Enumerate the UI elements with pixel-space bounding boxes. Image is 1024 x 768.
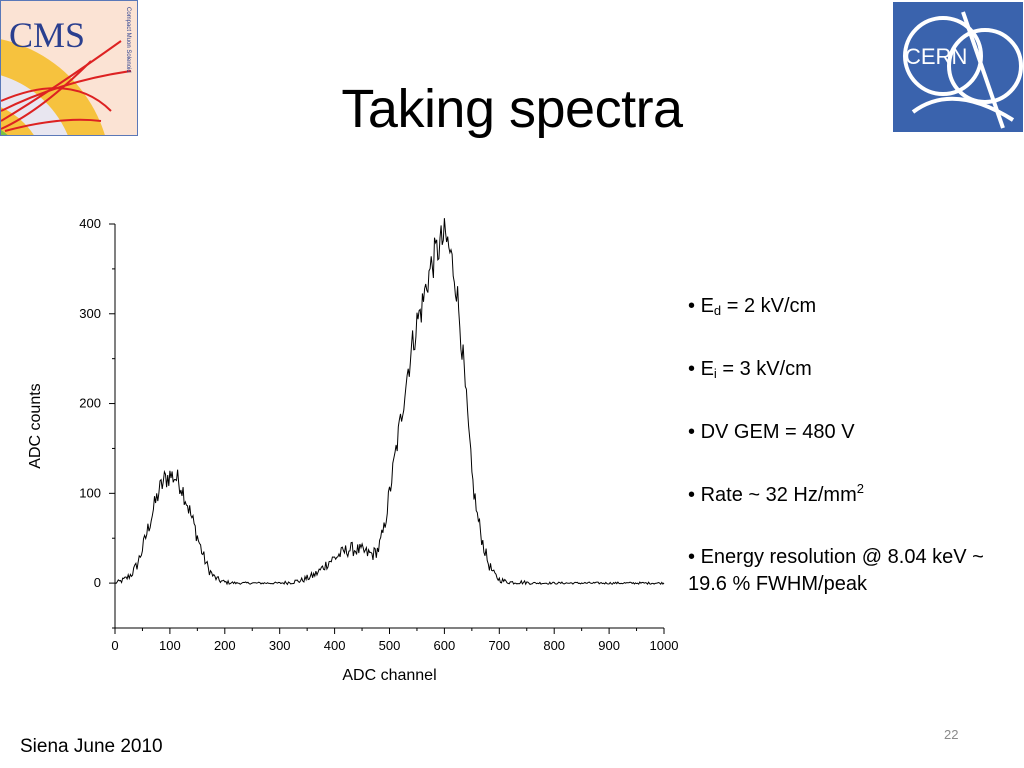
x-tick-label: 600 [434,638,456,653]
bullet-marker: • [688,484,696,506]
x-tick-label: 500 [379,638,401,653]
x-axis-ticks: 0 100 200 300 400 500 600 700 800 900 1000 [111,628,678,653]
cms-logo-graphic: CMS Compact Muon Solenoid [1,1,137,135]
x-tick-label: 100 [159,638,181,653]
cms-logo-text: CMS [9,15,85,55]
spectrum-series-line [114,218,665,586]
bullet-drift-field-subscript: d [713,303,722,318]
x-tick-label: 0 [111,638,118,653]
spectrum-chart: 0 100 200 300 400 500 600 700 800 900 1000 0 100 200… [27,216,678,684]
bullet-induction-field-value: = 3 kV/cm [716,358,812,380]
cern-logo-text: CERN [905,44,967,69]
x-tick-label: 800 [543,638,565,653]
x-tick-label: 400 [324,638,346,653]
y-tick-label: 200 [79,396,101,411]
x-tick-label: 200 [214,638,236,653]
y-axis-ticks: 0 100 200 300 400 [79,216,115,629]
y-axis-label: ADC counts [27,383,44,468]
bullet-energy-resolution: • Energy resolution @ 8.04 keV ~ 19.6 % … [688,544,1013,598]
y-tick-label: 300 [79,306,101,321]
x-tick-label: 900 [598,638,620,653]
page-number: 22 [944,727,959,742]
bullet-induction-field: • Ei = 3 kV/cm [688,355,1013,383]
y-tick-label: 100 [79,485,101,500]
bullet-marker: • [688,421,696,443]
footer-text: Siena June 2010 [20,736,163,757]
x-axis-label: ADC channel [342,667,436,684]
chart-axes [114,224,664,629]
cms-logo-subtitle: Compact Muon Solenoid [125,7,131,73]
bullet-drift-field-value: = 2 kV/cm [721,295,817,317]
bullet-rate-superscript: 2 [856,481,864,496]
slide-title: Taking spectra [341,79,683,139]
x-tick-label: 700 [488,638,510,653]
bullet-gem-voltage-text: DV GEM = 480 V [700,421,855,443]
x-tick-label: 1000 [650,638,679,653]
bullet-drift-field: • Ed = 2 kV/cm [688,292,1013,320]
bullet-marker: • [688,358,696,380]
bullet-induction-field-symbol: E [700,358,714,380]
x-tick-label: 300 [269,638,291,653]
bullet-rate-text: Rate ~ 32 Hz/mm [700,484,857,506]
bullet-rate: • Rate ~ 32 Hz/mm2 [688,481,1013,509]
y-tick-label: 0 [94,575,101,590]
cern-logo: CERN [893,2,1023,132]
cms-logo: CMS Compact Muon Solenoid [0,0,138,136]
bullet-induction-field-subscript: i [713,366,717,381]
y-tick-label: 400 [79,216,101,231]
cern-logo-graphic: CERN [893,2,1023,132]
bullet-gem-voltage: • DV GEM = 480 V [688,418,1013,446]
bullet-marker: • [688,546,696,568]
parameter-list: • Ed = 2 kV/cm • Ei = 3 kV/cm • DV GEM =… [688,292,1013,633]
bullet-marker: • [688,295,696,317]
bullet-drift-field-symbol: E [700,295,714,317]
bullet-energy-resolution-text: Energy resolution @ 8.04 keV ~ 19.6 % FW… [688,546,984,595]
